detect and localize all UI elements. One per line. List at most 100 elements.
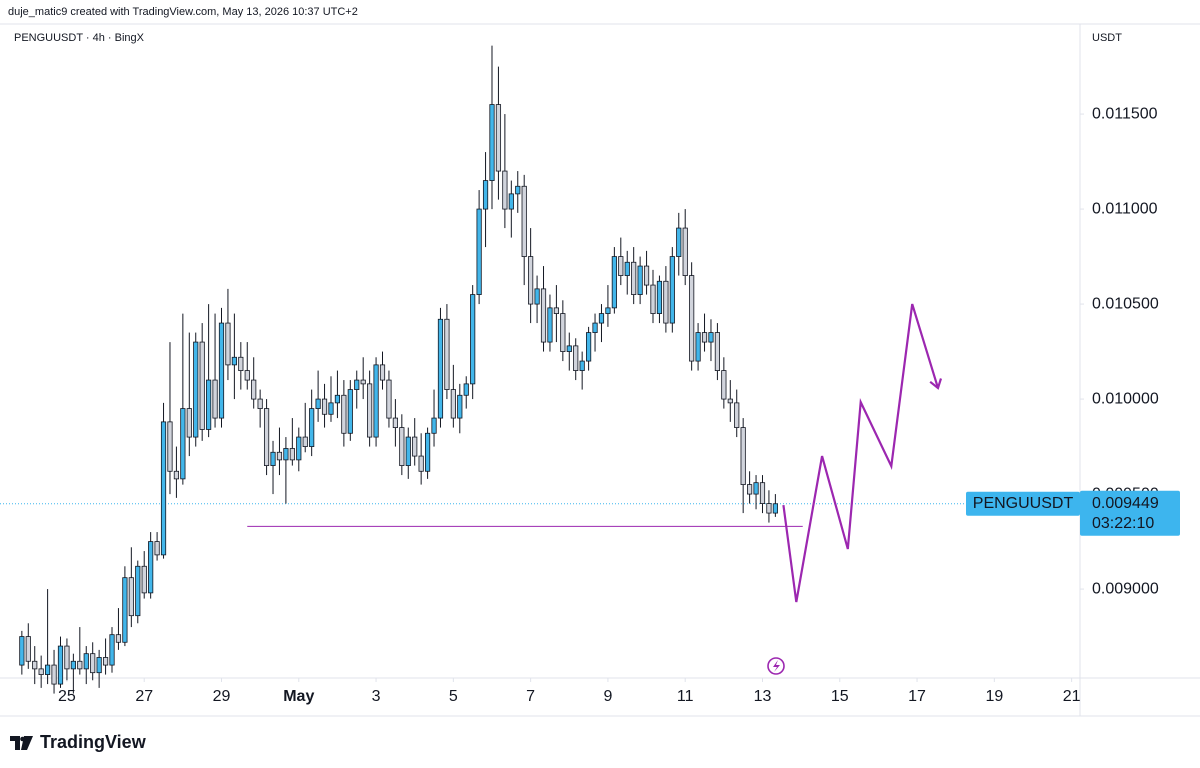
candle-body (701, 332, 708, 343)
candle-body (772, 503, 778, 514)
x-tick-label: May (283, 688, 314, 705)
candle-body (270, 451, 276, 466)
candle-body (341, 394, 347, 434)
y-tick-label: 0.011000 (1092, 200, 1158, 217)
candle-body (663, 280, 669, 324)
candle-body (553, 307, 559, 314)
candle-body (560, 313, 566, 352)
candle-body (399, 427, 405, 466)
candle-body (115, 634, 122, 643)
candle-body (122, 577, 128, 643)
candle-body (231, 356, 237, 366)
candle-body (347, 389, 353, 434)
candle-body (611, 256, 617, 309)
candle-body (354, 379, 360, 390)
candle-body (212, 379, 218, 419)
candle-body (128, 577, 134, 617)
candle-body (296, 436, 302, 461)
candle-body (45, 664, 51, 675)
candle-body (51, 664, 57, 685)
candle-body (714, 332, 720, 371)
candle-body (328, 402, 334, 415)
candle-body (489, 104, 495, 181)
candle-body (502, 170, 508, 210)
candle-body (425, 432, 431, 472)
candle-body (444, 318, 450, 390)
candle-body (283, 448, 289, 461)
candle-body (373, 364, 379, 438)
x-tick-label: 9 (603, 688, 612, 705)
candle-body (598, 313, 605, 324)
plot-area (0, 45, 1080, 694)
candle-body (321, 398, 328, 415)
candle-body (96, 657, 102, 674)
x-tick-label: 29 (213, 688, 231, 705)
price-label: 0.009449 (1092, 495, 1159, 512)
x-tick-label: 17 (908, 688, 926, 705)
candle-body (302, 436, 308, 447)
candle-body (573, 345, 579, 371)
candle-body (547, 307, 553, 343)
candle-body (83, 653, 89, 670)
candle-body (257, 398, 263, 409)
symbol-title: PENGUUSDT · 4h · BingX (14, 32, 145, 44)
candle-body (32, 660, 38, 670)
y-tick-label: 0.009000 (1092, 580, 1159, 597)
candle-body (218, 322, 225, 419)
candle-body (38, 668, 44, 675)
y-tick-label: 0.011500 (1092, 105, 1158, 122)
symbol-label-box (966, 491, 1080, 516)
candle-body (457, 394, 463, 419)
candle-body (637, 265, 643, 295)
candle-body (186, 408, 192, 438)
attribution: duje_matic9 created with TradingView.com… (8, 6, 358, 18)
x-tick-label: 25 (58, 688, 76, 705)
candle-body (180, 408, 186, 480)
candle-body (656, 280, 663, 314)
candle-body (650, 284, 656, 314)
candle-body (148, 541, 154, 594)
candle-body (695, 332, 701, 362)
candle-body (495, 104, 502, 172)
candle-body (740, 427, 746, 485)
candle-body (470, 294, 476, 385)
candle-body (141, 565, 147, 594)
candle-body (244, 370, 250, 381)
candle-body (167, 421, 173, 472)
projection-path (782, 303, 940, 603)
logo (10, 736, 33, 750)
candle-body (154, 541, 160, 556)
candle-body (689, 275, 695, 362)
x-tick-label: 7 (526, 688, 535, 705)
candle-body (57, 645, 64, 685)
candle-body (669, 256, 675, 324)
candle-body (102, 657, 109, 666)
candle-body (515, 185, 521, 195)
candle-body (528, 256, 534, 305)
candle-body (437, 318, 444, 419)
symbol-label: PENGUUSDT (973, 495, 1074, 512)
x-tick-label: 19 (985, 688, 1003, 705)
candle-body (463, 383, 469, 396)
x-tick-label: 15 (831, 688, 849, 705)
candle-body (263, 408, 270, 466)
x-tick-label: 5 (449, 688, 458, 705)
candle-body (734, 402, 740, 428)
candle-body (643, 265, 650, 286)
candle-body (566, 345, 572, 352)
candle-body (418, 455, 424, 472)
candle-body (360, 379, 366, 385)
y-tick-label: 0.010500 (1092, 295, 1159, 312)
candle-body (315, 398, 321, 409)
candle-body (431, 417, 437, 434)
candle-body (586, 332, 592, 362)
candle-body (276, 451, 283, 461)
candle-body (759, 482, 766, 504)
candle-body (64, 645, 70, 670)
candle-body (25, 636, 31, 662)
x-tick-label: 3 (372, 688, 381, 705)
candle-body (727, 398, 733, 404)
candle-body (77, 660, 83, 670)
candle-body (70, 660, 76, 670)
